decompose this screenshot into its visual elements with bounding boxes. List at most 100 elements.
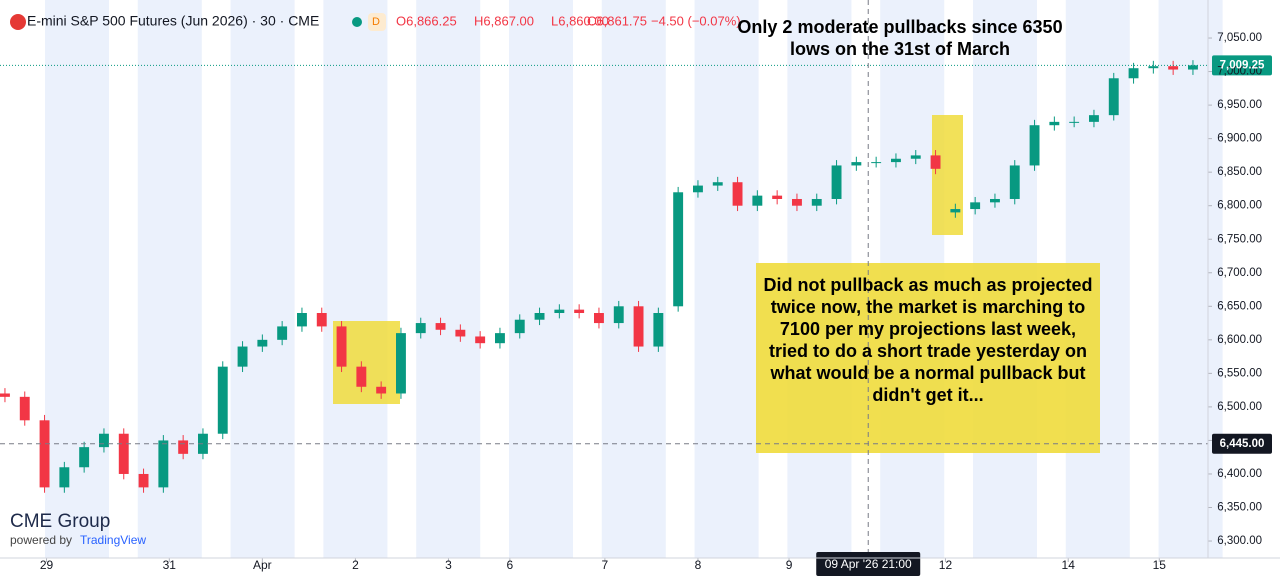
candle-body xyxy=(59,467,70,488)
y-tick-label: 6,850.00 xyxy=(1217,166,1262,178)
candle-body xyxy=(712,182,723,186)
candle-body xyxy=(376,386,387,394)
candle-body xyxy=(653,313,664,347)
candle-body xyxy=(1108,78,1119,116)
candle-body xyxy=(415,323,426,334)
candle-body xyxy=(495,333,505,344)
x-tick-label: 7 xyxy=(602,558,609,572)
y-tick-label: 7,050.00 xyxy=(1217,32,1262,44)
candle-body xyxy=(950,209,961,213)
candle-body xyxy=(891,158,901,163)
candle-body xyxy=(79,447,90,468)
session-band xyxy=(137,0,202,558)
candle-body xyxy=(1128,68,1139,79)
candle-body xyxy=(871,162,882,164)
session-band xyxy=(230,0,295,558)
session-band xyxy=(45,0,109,558)
candle-body xyxy=(435,323,446,330)
y-tick-label: 6,600.00 xyxy=(1217,334,1262,346)
candle-body xyxy=(613,306,624,324)
x-tick-label: 15 xyxy=(1153,558,1167,572)
candle-body xyxy=(336,326,347,367)
candle-body xyxy=(574,309,585,314)
grid xyxy=(46,37,1212,562)
session-band xyxy=(1158,0,1223,558)
y-tick-label: 6,550.00 xyxy=(1217,367,1262,379)
ohlc-high: H6,867.00 xyxy=(474,13,534,28)
y-tick-label: 6,800.00 xyxy=(1217,200,1262,212)
last-price-label: 7,009.25 xyxy=(1220,59,1265,71)
y-tick-label: 6,500.00 xyxy=(1217,401,1262,413)
candle-body xyxy=(673,192,684,307)
candle-body xyxy=(554,309,565,314)
status-badge xyxy=(368,13,386,31)
candle-body xyxy=(1168,66,1179,70)
powered-by: powered by xyxy=(10,533,72,547)
candle-body xyxy=(316,313,327,327)
symbol-name: E-mini S&P 500 Futures (Jun 2026) · 30 ·… xyxy=(27,13,319,29)
annotation-box xyxy=(756,263,1100,453)
candle-body xyxy=(277,326,288,340)
candle-body xyxy=(178,440,189,454)
candle-body xyxy=(1069,121,1080,123)
session-band xyxy=(416,0,481,558)
y-tick-label: 6,450.00 xyxy=(1217,434,1262,446)
candle-body xyxy=(851,162,862,166)
crosshair-y-tag xyxy=(1212,433,1272,454)
y-tick-label: 6,750.00 xyxy=(1217,233,1262,245)
candle-body xyxy=(930,155,941,169)
candle-body xyxy=(455,329,466,337)
last-price-tag xyxy=(1212,55,1272,76)
candle-body xyxy=(257,339,268,347)
candle-body xyxy=(732,182,743,206)
candle-body xyxy=(39,420,50,488)
candle-body xyxy=(970,202,981,210)
candle-body xyxy=(633,306,644,347)
session-band xyxy=(601,0,666,558)
x-tick-label: 14 xyxy=(1062,558,1076,572)
x-tick-label: 12 xyxy=(939,558,953,572)
candle-body xyxy=(118,433,129,474)
candle-body xyxy=(534,313,545,320)
x-tick-label: 31 xyxy=(163,558,177,572)
candle-body xyxy=(990,198,1000,203)
candle-body xyxy=(910,155,921,159)
candle-body xyxy=(138,473,149,488)
session-band xyxy=(323,0,388,558)
session-band xyxy=(509,0,573,558)
candle-body xyxy=(1148,66,1159,69)
ohlc-open: O6,866.25 xyxy=(396,13,457,28)
symbol-icon xyxy=(10,14,26,30)
candle-body xyxy=(356,366,367,387)
candle-body xyxy=(396,333,406,394)
candle-body xyxy=(1049,121,1060,126)
crosshair-y-label: 6,445.00 xyxy=(1220,438,1265,450)
x-tick-label: 6 xyxy=(507,558,514,572)
status-dot xyxy=(352,17,362,27)
candle-body xyxy=(1089,115,1099,122)
status-letter: D xyxy=(372,16,380,28)
y-tick-label: 6,400.00 xyxy=(1217,468,1262,480)
x-tick-label: Apr xyxy=(253,558,272,572)
x-tick-label: 29 xyxy=(40,558,54,572)
candle-body xyxy=(1009,165,1020,199)
ohlc-close: C6,861.75 xyxy=(587,13,647,28)
candle-body xyxy=(0,393,10,397)
annotation: Did not pullback as much as projected tw… xyxy=(763,275,1093,405)
candle-body xyxy=(752,195,763,206)
candle-body xyxy=(217,366,228,434)
session-band xyxy=(694,0,759,558)
y-tick-label: 6,950.00 xyxy=(1217,99,1262,111)
x-tick-label: 8 xyxy=(695,558,702,572)
ohlc-change: −4.50 (−0.07%) xyxy=(651,13,741,28)
candle-body xyxy=(19,396,30,421)
y-tick-label: 6,350.00 xyxy=(1217,502,1262,514)
y-tick-label: 6,300.00 xyxy=(1217,535,1262,547)
candle-body xyxy=(475,336,486,344)
logo: CME Group xyxy=(10,511,110,532)
y-tick-label: 6,650.00 xyxy=(1217,300,1262,312)
candle-body xyxy=(693,185,703,193)
y-tick-label: 6,700.00 xyxy=(1217,267,1262,279)
